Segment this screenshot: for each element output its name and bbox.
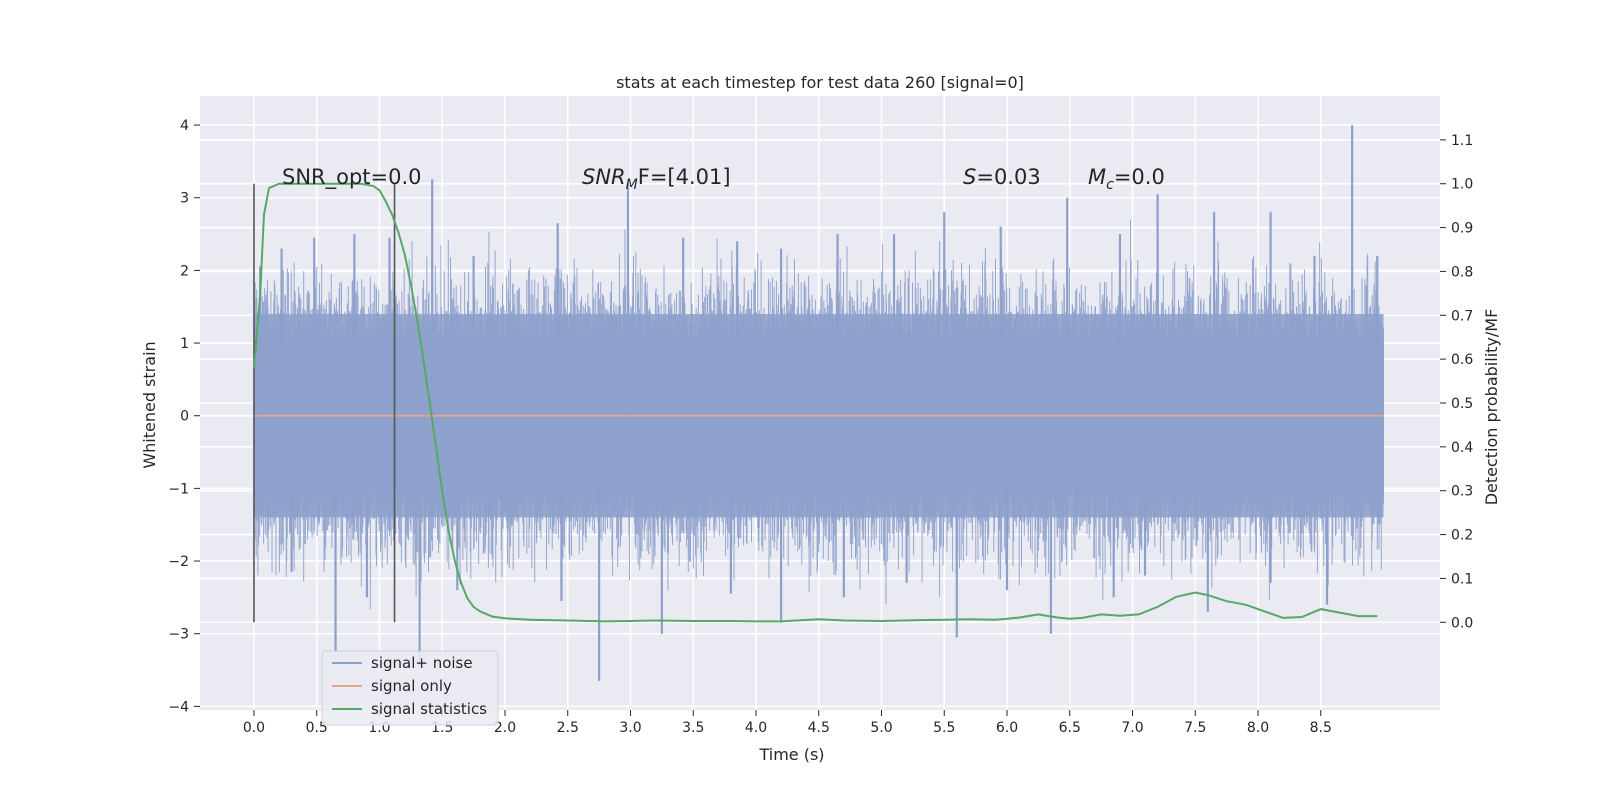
- annotation-mc: Mc=0.0: [1088, 165, 1165, 193]
- y-left-tick-label: 4: [180, 118, 189, 134]
- overlay-lines: [253, 182, 1384, 623]
- x-tick-label: 3.0: [619, 720, 641, 736]
- x-tick-label: 4.0: [745, 720, 767, 736]
- annotation-s-base: S: [963, 165, 976, 189]
- series-signal-statistics: [253, 182, 1378, 623]
- x-tick-label: 5.0: [870, 720, 892, 736]
- y-right-tick-label: 0.4: [1451, 440, 1473, 456]
- legend-label-signal-statistics: signal statistics: [371, 700, 487, 718]
- y-right-tick-label: 0.2: [1451, 528, 1473, 544]
- x-tick-label: 6.5: [1059, 720, 1081, 736]
- y-right-tick-label: 0.5: [1451, 396, 1473, 412]
- legend: signal+ noise signal only signal statist…: [321, 650, 499, 726]
- y-left-tick-label: −2: [168, 554, 189, 570]
- x-tick-label: 3.5: [682, 720, 704, 736]
- y-left-tick-label: 2: [180, 263, 189, 279]
- annotation-s-rest: =0.03: [976, 165, 1040, 189]
- y-left-tick-label: −1: [168, 481, 189, 497]
- annotation-s: S=0.03: [963, 165, 1041, 189]
- annotation-snr-opt: SNR_opt=0.0: [282, 165, 422, 190]
- legend-label-signal-only: signal only: [371, 677, 452, 695]
- y-axis-label-left: Whitened strain: [140, 341, 159, 468]
- y-right-tick-label: 0.0: [1451, 615, 1473, 631]
- legend-label-signal-noise: signal+ noise: [371, 654, 473, 672]
- y-left-tick-label: 1: [180, 336, 189, 352]
- annotation-mc-rest: =0.0: [1114, 165, 1165, 189]
- annotation-mc-sub: c: [1106, 177, 1114, 193]
- y-left-tick-label: 3: [180, 191, 189, 207]
- x-tick-label: 2.0: [494, 720, 516, 736]
- x-tick-label: 0.0: [243, 720, 265, 736]
- y-right-tick-label: 0.1: [1451, 571, 1473, 587]
- annotation-snr-mf-sub: M: [626, 177, 638, 193]
- y-left-tick-label: −3: [168, 627, 189, 643]
- y-right-tick-label: 0.9: [1451, 221, 1473, 237]
- annotation-snr-mf: SNRMF=[4.01]: [582, 165, 731, 193]
- annotation-snr-mf-base: SNR: [582, 165, 626, 189]
- x-tick-label: 6.0: [996, 720, 1018, 736]
- y-right-tick-label: 1.0: [1451, 177, 1473, 193]
- y-axis-label-right: Detection probability/MF: [1482, 309, 1501, 506]
- y-right-tick-label: 0.6: [1451, 352, 1473, 368]
- x-tick-label: 4.5: [808, 720, 830, 736]
- chart-title: stats at each timestep for test data 260…: [616, 73, 1024, 92]
- legend-box: [321, 650, 499, 726]
- y-right-tick-label: 1.1: [1451, 133, 1473, 149]
- x-tick-label: 7.0: [1121, 720, 1143, 736]
- x-tick-label: 2.5: [557, 720, 579, 736]
- x-axis-label: Time (s): [758, 745, 824, 764]
- y-right-tick-label: 0.3: [1451, 484, 1473, 500]
- annotation-mc-base: M: [1088, 165, 1106, 189]
- annotation-snr-mf-rest: F=[4.01]: [638, 165, 731, 189]
- x-tick-label: 8.5: [1310, 720, 1332, 736]
- y-left-tick-label: 0: [180, 409, 189, 425]
- x-tick-label: 8.0: [1247, 720, 1269, 736]
- x-tick-label: 5.5: [933, 720, 955, 736]
- x-tick-label: 0.5: [306, 720, 328, 736]
- y-right-tick-label: 0.8: [1451, 264, 1473, 280]
- y-right-tick-label: 0.7: [1451, 308, 1473, 324]
- x-tick-label: 7.5: [1184, 720, 1206, 736]
- y-left-tick-label: −4: [168, 699, 189, 715]
